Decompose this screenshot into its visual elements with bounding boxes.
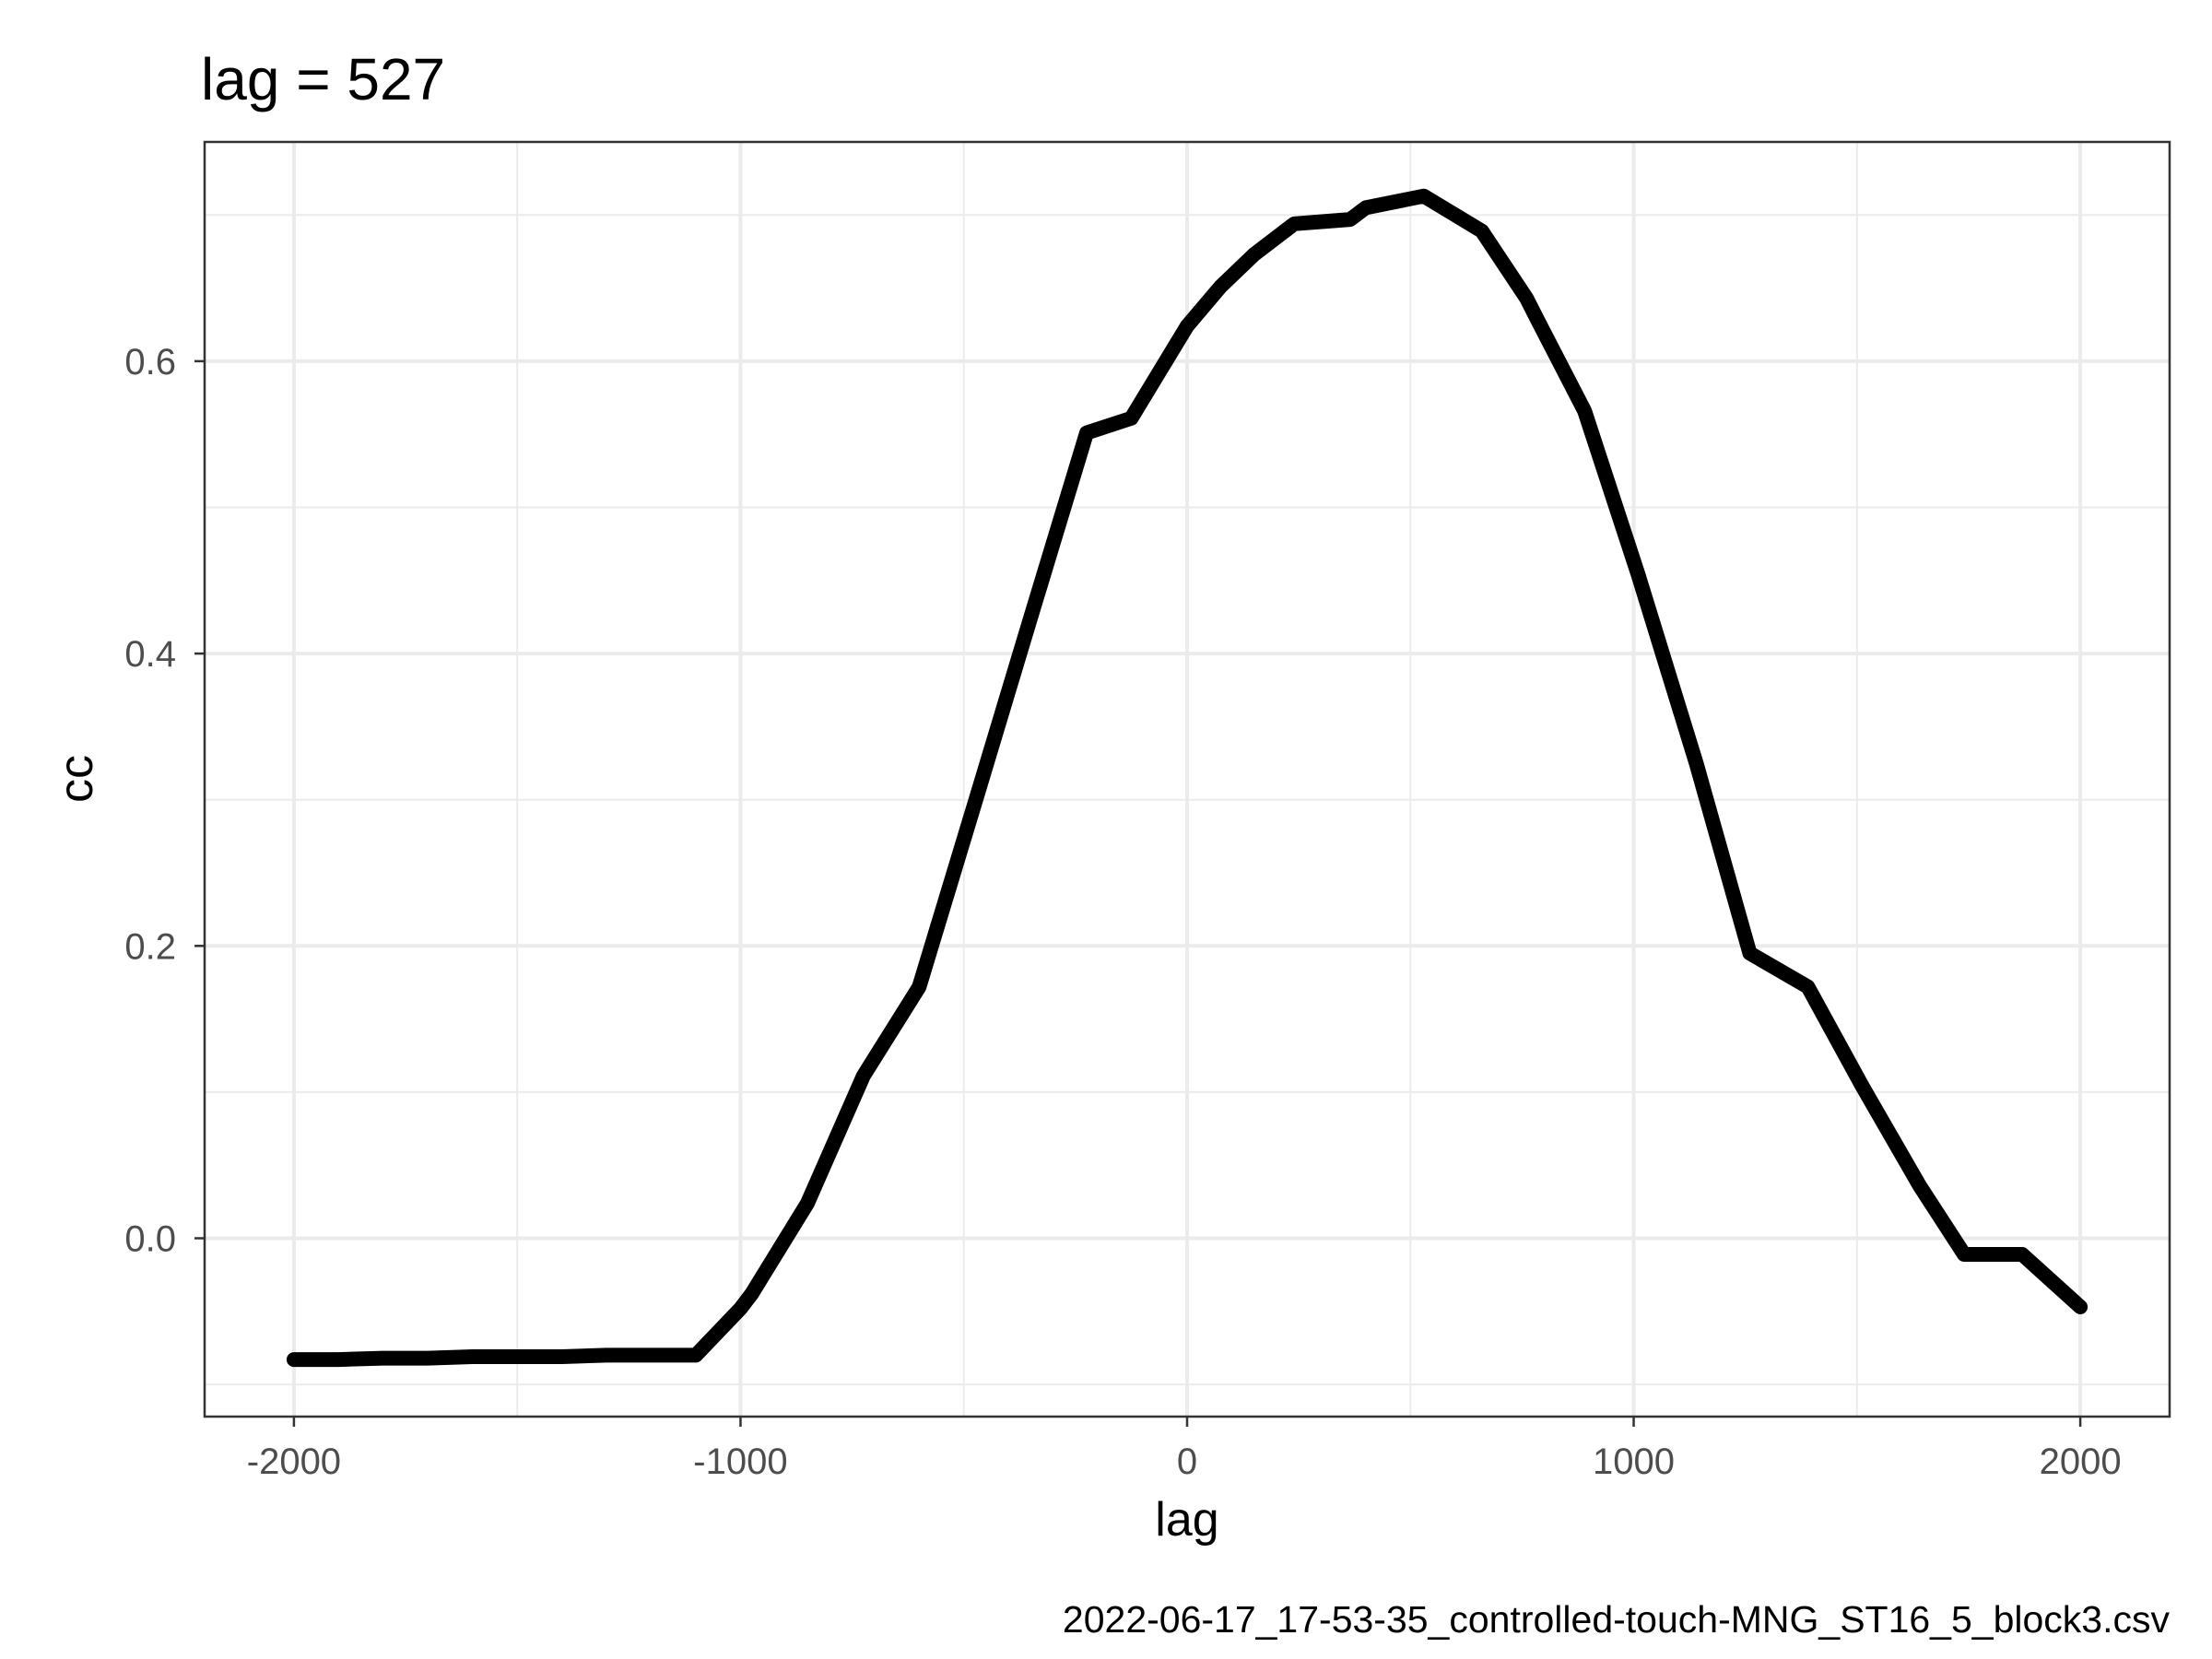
x-axis-title: lag: [1155, 1493, 1218, 1547]
x-axis: -2000 -1000 0 1000 2000: [247, 1417, 2122, 1482]
y-tick-label: 0.2: [124, 926, 176, 967]
series-layer: [286, 188, 2088, 1368]
x-tick-label: 2000: [2040, 1441, 2122, 1482]
x-tick-label: -2000: [247, 1441, 341, 1482]
y-tick-label: 0.6: [124, 342, 176, 382]
y-axis-title: cc: [50, 755, 103, 803]
y-tick-label: 0.4: [124, 634, 176, 675]
major-gridlines: [205, 142, 2170, 1417]
chart-title: lag = 527: [201, 46, 445, 112]
x-tick-label: 0: [1177, 1441, 1197, 1482]
chart-caption: 2022-06-17_17-53-35_controlled-touch-MNG…: [1063, 1598, 2171, 1641]
series-line: [286, 188, 2088, 1368]
x-tick-label: -1000: [693, 1441, 787, 1482]
x-tick-label: 1000: [1593, 1441, 1675, 1482]
y-tick-label: 0.0: [124, 1219, 176, 1260]
y-axis: 0.0 0.2 0.4 0.6: [124, 342, 205, 1260]
